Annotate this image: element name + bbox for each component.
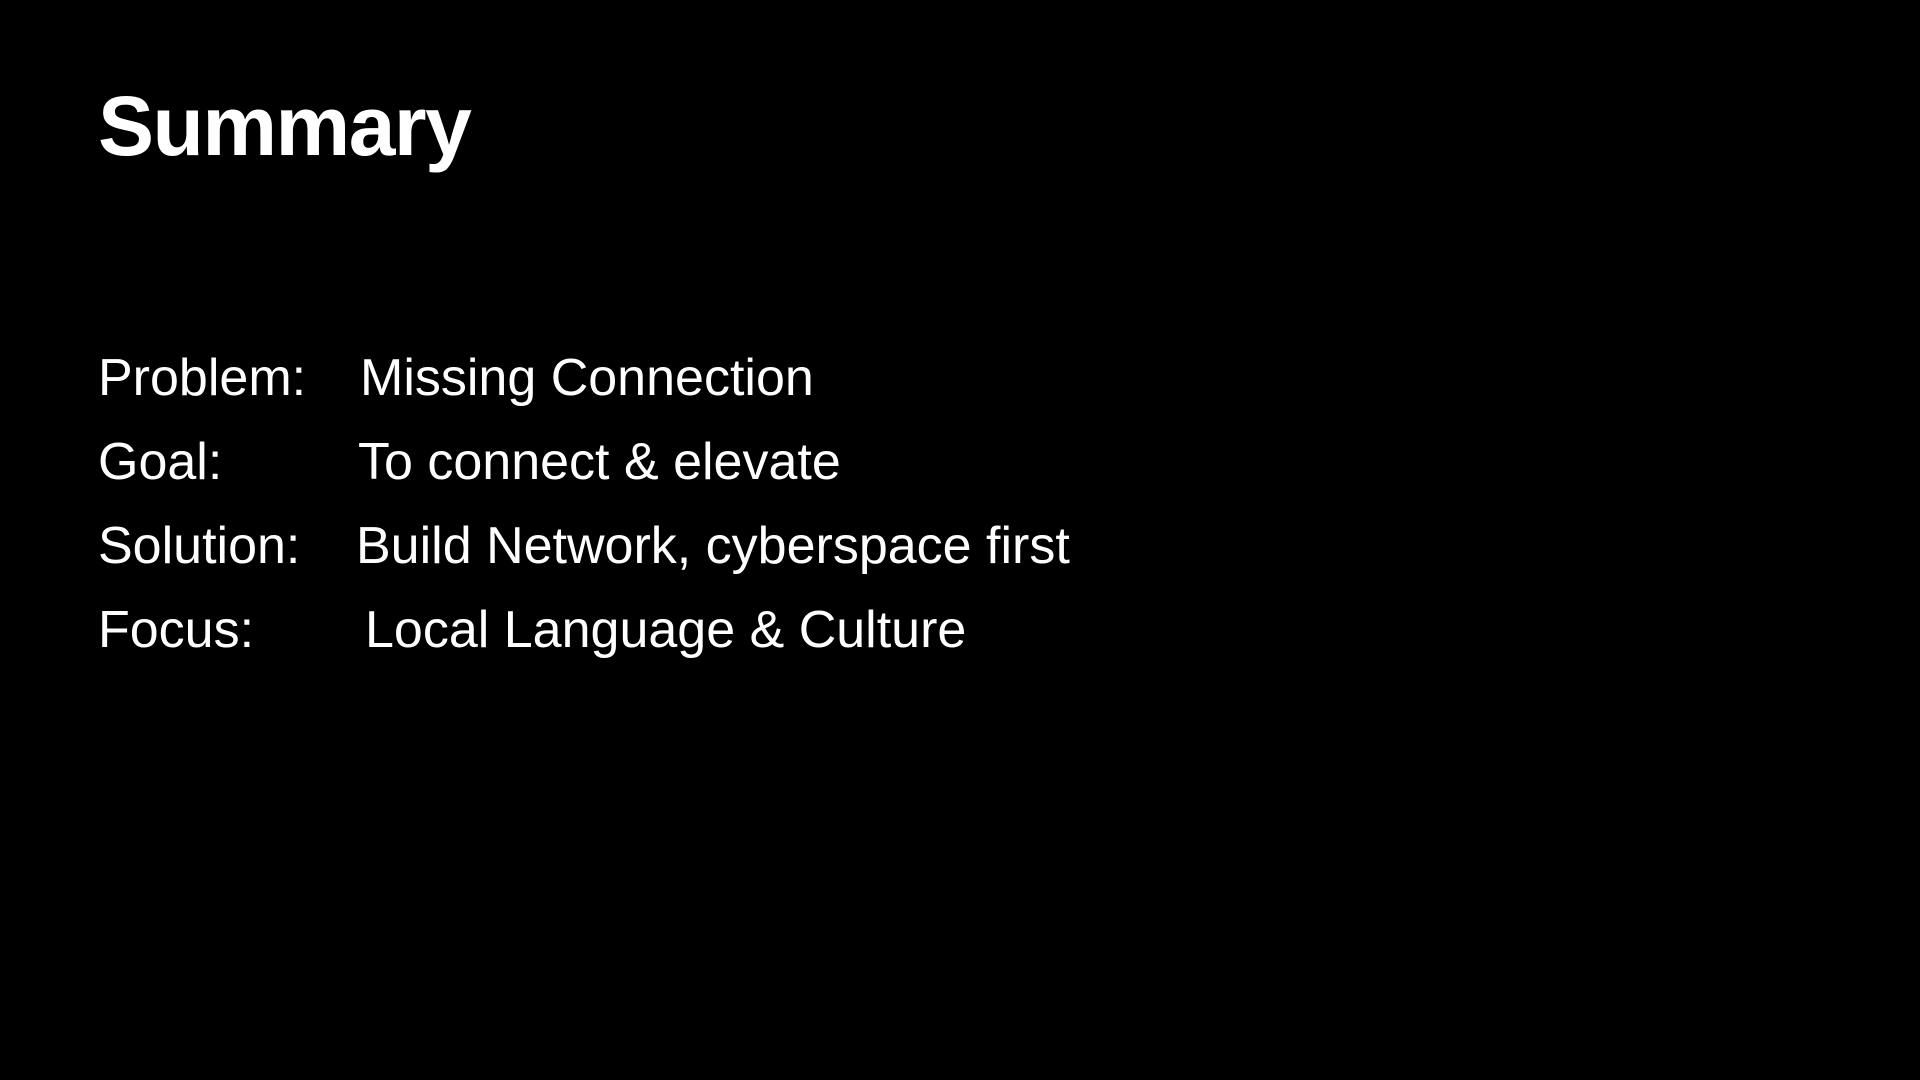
goal-label: Goal:: [98, 433, 223, 491]
focus-value: Local Language & Culture: [365, 601, 967, 659]
summary-row-problem: Problem: Missing Connection: [98, 336, 1070, 420]
solution-label: Solution:: [98, 517, 301, 575]
problem-label: Problem:: [98, 349, 307, 407]
goal-value: To connect & elevate: [358, 433, 841, 491]
summary-row-goal: Goal: To connect & elevate: [98, 420, 1070, 504]
summary-list: Problem: Missing Connection Goal: To con…: [98, 336, 1070, 672]
problem-value: Missing Connection: [360, 349, 814, 407]
summary-row-solution: Solution: Build Network, cyberspace firs…: [98, 504, 1070, 588]
slide-title: Summary: [98, 79, 472, 173]
solution-value: Build Network, cyberspace first: [356, 517, 1070, 575]
focus-label: Focus:: [98, 601, 255, 659]
summary-row-focus: Focus: Local Language & Culture: [98, 588, 1070, 672]
